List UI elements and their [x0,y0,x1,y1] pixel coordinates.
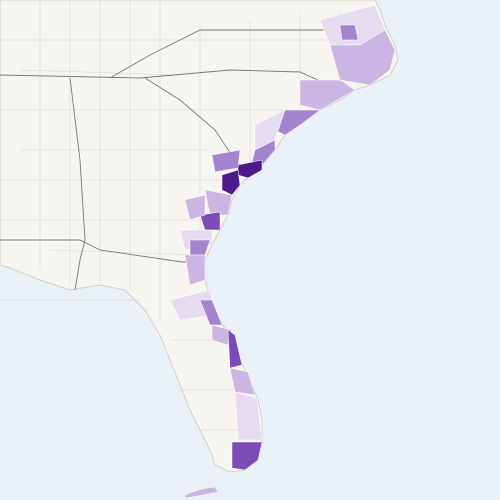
county-region [199,299,223,326]
county-region [339,24,359,41]
county-region [234,391,263,441]
county-region [231,441,263,471]
county-region [329,29,396,86]
county-grid [0,0,370,431]
county-region [299,79,356,111]
county-region [211,149,241,173]
county-region [227,329,243,369]
county-region [229,367,256,396]
county-region [184,486,219,499]
county-region [184,194,206,221]
state-border [69,77,86,291]
county-region [221,169,241,196]
county-region [184,254,206,286]
county-region [199,211,221,231]
county-region [211,324,233,346]
state-border [0,69,341,91]
county-region [204,189,233,216]
coastal-counties [169,4,396,499]
